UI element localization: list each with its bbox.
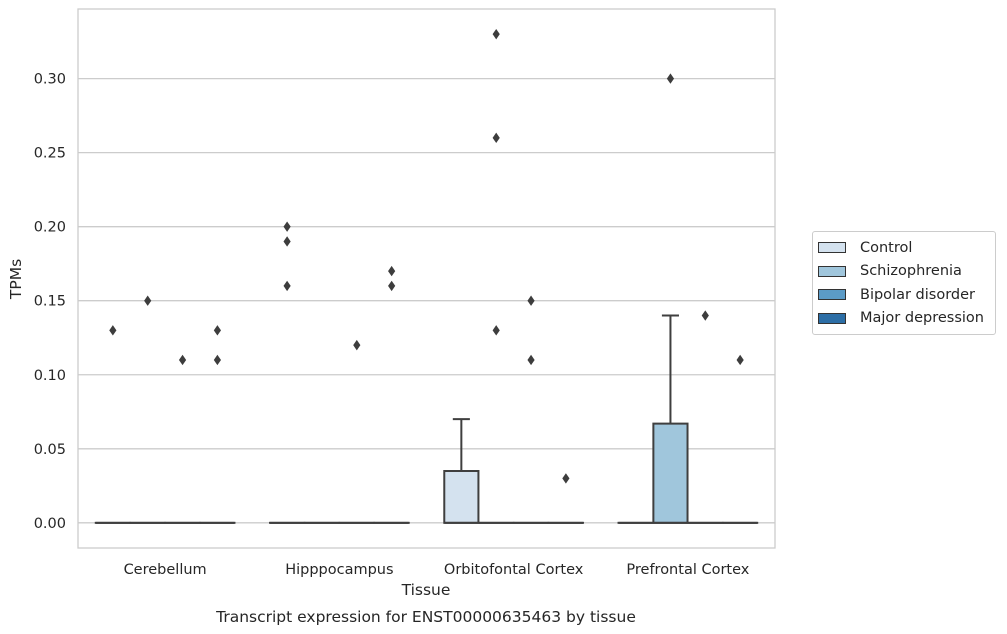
legend-label: Control (860, 239, 913, 256)
y-tick-label: 0.05 (34, 442, 66, 458)
legend-label: Bipolar disorder (860, 286, 975, 303)
legend-swatch (818, 312, 846, 324)
outlier-point (213, 325, 221, 336)
legend-item: Schizophrenia (813, 260, 995, 284)
y-tick-label: 0.30 (34, 72, 66, 88)
y-tick-label: 0.25 (34, 146, 66, 162)
outlier-point (144, 295, 152, 306)
legend-item: Major depression (813, 307, 995, 331)
legend-swatch (818, 289, 846, 301)
outlier-point (666, 73, 675, 84)
grid-lines (78, 77, 775, 524)
outlier-point (283, 221, 291, 232)
legend-swatch (818, 265, 846, 277)
legend-label: Schizophrenia (860, 263, 962, 280)
x-axis-label: Tissue (401, 581, 451, 599)
legend-label: Major depression (860, 310, 984, 327)
y-tick-label: 0.00 (34, 516, 66, 532)
box-control (443, 470, 480, 524)
x-tick-labels: Cerebellum Hipppocampus Orbitofontal Corte… (124, 562, 750, 578)
outlier-point (527, 295, 535, 306)
outlier-point (492, 132, 500, 144)
y-axis-label: TPMs (7, 259, 25, 300)
plot-frame (77, 8, 776, 549)
chart-caption: Transcript expression for ENST0000063546… (215, 608, 636, 626)
legend-item: Control (813, 236, 995, 260)
y-tick-label: 0.10 (34, 368, 66, 384)
legend-swatch (818, 242, 846, 254)
outlier-point (492, 325, 500, 336)
outlier-point (178, 354, 187, 366)
x-tick-label: Prefrontal Cortex (626, 562, 749, 578)
outlier-point (109, 325, 117, 336)
legend-item: Bipolar disorder (813, 283, 995, 307)
x-tick-label: Orbitofontal Cortex (444, 562, 584, 578)
outlier-point (736, 354, 744, 366)
outlier-point (388, 280, 396, 292)
outlier-point (353, 339, 361, 351)
y-tick-label: 0.15 (34, 294, 66, 310)
legend: Control Schizophrenia Bipolar disorder Majo… (812, 231, 996, 335)
outlier-point (492, 28, 500, 40)
outlier-point (283, 236, 291, 247)
outlier-point (562, 473, 570, 484)
outlier-point (701, 310, 709, 321)
box-marks (94, 314, 759, 524)
y-tick-labels: 0.00 0.05 0.10 0.15 0.20 0.25 0.30 (34, 72, 66, 532)
outlier-point (388, 265, 396, 277)
outlier-point (527, 354, 535, 366)
outlier-marks (109, 28, 744, 484)
x-tick-label: Hipppocampus (285, 562, 393, 578)
y-tick-label: 0.20 (34, 220, 66, 236)
outlier-point (283, 280, 291, 292)
box-schizophrenia (652, 422, 689, 524)
outlier-point (213, 354, 221, 366)
x-tick-label: Cerebellum (124, 562, 207, 578)
